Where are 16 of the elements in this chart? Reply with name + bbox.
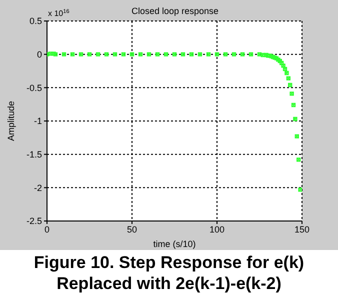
y-axis-title: Amplitude (6, 100, 16, 142)
y-tick-label: -1 (34, 116, 42, 126)
y-tick-label: -2 (34, 182, 42, 193)
x-tick-label: 0 (44, 224, 50, 234)
x-tick-label: 50 (126, 224, 138, 234)
x-tick-label: 100 (209, 224, 225, 234)
chart-title: Closed loop response (131, 6, 219, 16)
y-tick-label: -0.5 (26, 82, 42, 93)
y-tick-label: 0.5 (29, 16, 42, 26)
y-tick-label: -1.5 (26, 150, 42, 160)
y-tick-label: -2.5 (26, 216, 42, 226)
x-axis-title: time (s/10) (153, 239, 196, 249)
x-tick-label: 150 (294, 224, 310, 234)
y-tick-label: 0 (36, 50, 42, 60)
caption: Figure 10. Step Response for e(k) Replaced with 2e(k-1)-e(k-2) (32, 252, 306, 294)
text: x 10$^{16}$ (48, 9, 70, 18)
